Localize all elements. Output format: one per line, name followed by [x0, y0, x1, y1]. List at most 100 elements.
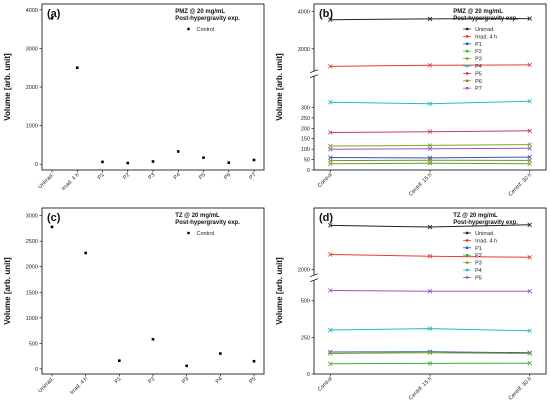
- y-tick-label: 2000: [298, 268, 310, 274]
- axis-break-mark: [309, 273, 319, 278]
- x-tick-label: Control: [317, 172, 334, 189]
- data-point: [427, 157, 433, 163]
- data-point: [327, 351, 333, 356]
- legend-marker: [187, 231, 190, 235]
- legend-marker: [465, 239, 469, 242]
- panel-label: (d): [319, 212, 333, 224]
- data-point: [327, 130, 333, 135]
- data-point: [427, 129, 433, 134]
- data-point: [75, 66, 79, 69]
- legend-marker: [465, 64, 469, 68]
- data-point: [50, 225, 54, 229]
- legend-marker: [465, 50, 469, 53]
- legend-marker: [465, 87, 469, 90]
- legend-entry: P1: [475, 246, 482, 252]
- y-tick-label: 150: [301, 137, 310, 143]
- data-point: [527, 360, 533, 366]
- x-tick-label: P3: [147, 172, 156, 181]
- data-point: [327, 349, 333, 355]
- x-tick-label: Irrad. 4 h: [69, 376, 89, 396]
- x-tick-label: Centrif. 15 h: [408, 376, 433, 401]
- y-tick-label: 0: [35, 367, 38, 373]
- legend-marker: [465, 246, 469, 249]
- axis-break-gap: [310, 71, 318, 77]
- data-point: [527, 128, 533, 134]
- y-tick-label: 4000: [26, 8, 38, 14]
- legend-entry: Control: [197, 231, 215, 237]
- legend-marker: [465, 79, 469, 82]
- series-3: [327, 154, 533, 161]
- annotation-line: TZ @ 20 mg/mL: [175, 213, 220, 219]
- data-point: [327, 17, 333, 22]
- panel-label: (c): [47, 212, 61, 224]
- series-1: [327, 222, 533, 230]
- y-tick-label: 0: [307, 168, 310, 174]
- series-8: [327, 157, 533, 163]
- legend-marker: [465, 35, 469, 38]
- y-tick-label: 0: [35, 162, 38, 168]
- data-point: [427, 143, 433, 148]
- data-point: [427, 350, 433, 356]
- x-tick-label: P4: [173, 172, 182, 181]
- series-9: [327, 146, 533, 152]
- annotation-line: Post-hypergravity exp.: [175, 16, 240, 22]
- annotation-line: Post-hypergravity exp.: [175, 220, 240, 226]
- data-point: [427, 326, 433, 331]
- y-tick-label: 1500: [26, 290, 38, 296]
- legend-entry: Unirrad.: [475, 27, 495, 33]
- data-point: [50, 16, 54, 20]
- y-tick-label: 0: [307, 372, 310, 378]
- data-point: [427, 62, 433, 68]
- data-point: [252, 359, 256, 363]
- data-point: [126, 161, 130, 165]
- annotation-line: PMZ @ 20 mg/mL: [453, 9, 503, 15]
- legend-entry: P4: [475, 268, 482, 274]
- x-tick-label: Centrif. 30 h: [508, 172, 533, 197]
- data-point: [427, 288, 433, 294]
- y-axis-label: Volume [arb. unit]: [3, 53, 12, 121]
- legend-marker: [187, 27, 190, 31]
- legend-entry: P5: [475, 275, 482, 281]
- axis-break-mark: [309, 278, 319, 283]
- series-6: [327, 98, 533, 107]
- axis-break-mark: [309, 69, 319, 74]
- panel-label: (a): [47, 8, 61, 20]
- legend-marker: [465, 261, 469, 264]
- x-tick-label: P6: [223, 172, 232, 181]
- y-axis-label: Volume [arb. unit]: [275, 257, 284, 325]
- x-tick-label: Unirrad.: [37, 172, 55, 190]
- plot-frame: [41, 3, 265, 171]
- plot-frame: [41, 207, 265, 375]
- legend-entry: P3: [475, 261, 482, 267]
- legend-entry: P3: [475, 57, 482, 63]
- y-tick-label: 2000: [26, 85, 38, 91]
- data-point: [527, 158, 533, 163]
- y-tick-label: 250: [301, 335, 310, 341]
- data-point: [527, 222, 533, 228]
- series-7: [327, 288, 533, 294]
- data-point: [427, 253, 433, 259]
- legend-entry: P6: [475, 79, 482, 85]
- annotation-line: PMZ @ 20 mg/mL: [175, 9, 225, 15]
- series-5: [327, 142, 533, 149]
- y-tick-label: 1000: [26, 316, 38, 322]
- legend-marker: [465, 254, 469, 257]
- legend-entry: P5: [475, 71, 482, 77]
- series-4: [327, 161, 533, 167]
- x-tick-label: P7: [248, 172, 257, 181]
- data-point: [327, 158, 333, 163]
- data-point: [527, 255, 533, 260]
- data-point: [327, 327, 333, 333]
- data-point: [527, 98, 533, 104]
- series-2: [327, 252, 533, 260]
- data-point: [84, 251, 87, 255]
- y-tick-label: 2500: [26, 239, 38, 245]
- legend-entry: Control: [197, 27, 215, 33]
- x-tick-label: Centrif. 30 h: [508, 376, 533, 401]
- data-point: [527, 350, 533, 356]
- series-3: [327, 349, 533, 356]
- legend-marker: [465, 231, 469, 235]
- data-point: [327, 223, 333, 228]
- data-point: [527, 16, 533, 21]
